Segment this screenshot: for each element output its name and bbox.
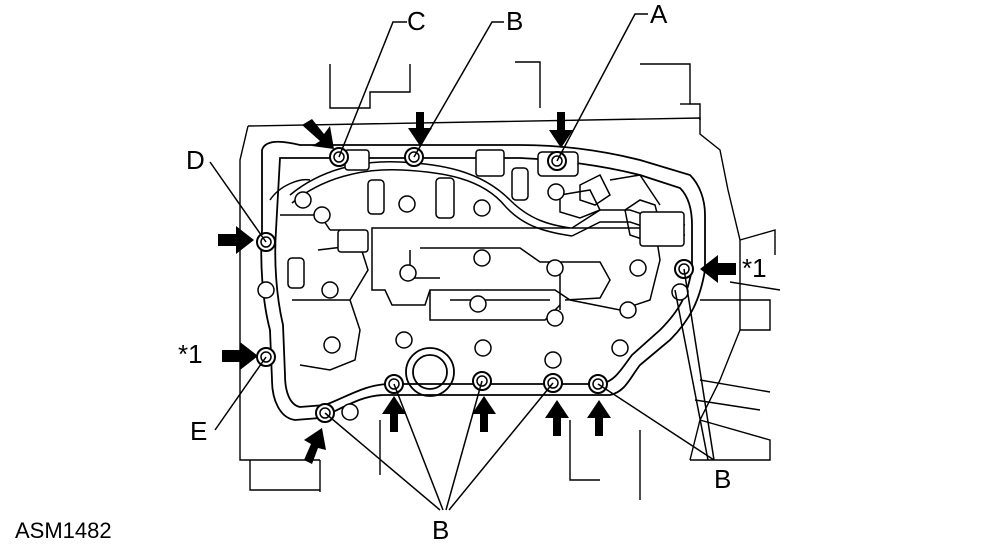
arrow-bottom-1 (304, 428, 326, 464)
arrow-a (549, 112, 573, 148)
callout-b-top: B (506, 6, 524, 36)
transmission-case (239, 61, 781, 500)
arrow-bottom-2 (382, 396, 406, 432)
bolts (256, 147, 694, 423)
arrow-bottom-5 (587, 400, 611, 436)
callout-c: C (407, 6, 426, 36)
arrow-c (302, 119, 334, 149)
figure-code: ASM1482 (15, 518, 112, 543)
callout-star1-right: *1 (742, 253, 767, 283)
callout-a: A (650, 0, 668, 29)
leader-lines (209, 13, 715, 511)
arrow-d (218, 226, 254, 254)
arrow-bottom-3 (472, 396, 496, 432)
arrows (218, 112, 736, 464)
arrow-left-star1 (222, 342, 258, 370)
arrow-bottom-4 (545, 400, 569, 436)
arrow-b-top (408, 112, 432, 146)
callout-star1-left: *1 (178, 339, 203, 369)
accumulator-port (405, 347, 455, 397)
callout-d: D (186, 145, 205, 175)
arrow-right-star1 (700, 255, 736, 283)
callout-b-right: B (714, 464, 732, 494)
callout-e: E (190, 416, 208, 446)
callout-b-bottom: B (432, 515, 450, 545)
